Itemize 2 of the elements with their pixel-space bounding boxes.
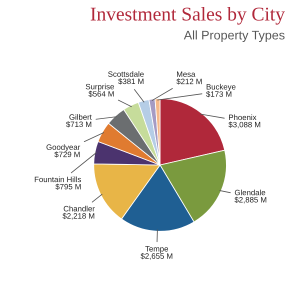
chart-title: Investment Sales by City [90,6,285,25]
chart-subtitle: All Property Types [184,30,285,42]
